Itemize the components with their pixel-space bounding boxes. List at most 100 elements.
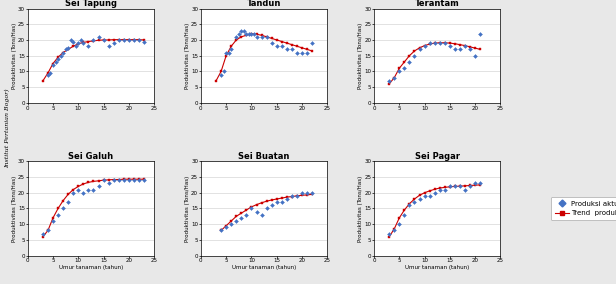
Point [415, 47, 424, 52]
Point [94, 35, 103, 39]
Y-axis label: Produktivitas (Tons/Has): Produktivitas (Tons/Has) [185, 22, 190, 89]
Title: Sei Tapung: Sei Tapung [65, 0, 117, 8]
Point [99, 38, 108, 42]
Point [394, 69, 404, 74]
Point [139, 39, 149, 44]
Point [297, 50, 307, 55]
Point [63, 200, 73, 204]
Point [450, 47, 460, 52]
Point [251, 209, 261, 214]
Point [221, 225, 231, 229]
Point [272, 44, 282, 49]
Point [241, 32, 251, 36]
Point [226, 47, 236, 52]
Title: Sei Galuh: Sei Galuh [68, 152, 113, 160]
Point [389, 76, 399, 80]
Point [445, 44, 455, 49]
Point [287, 194, 297, 198]
Point [460, 44, 470, 49]
Point [267, 203, 277, 208]
Point [58, 206, 68, 211]
Point [244, 32, 254, 36]
Point [134, 178, 144, 182]
Point [384, 231, 394, 236]
Point [241, 212, 251, 217]
Point [430, 41, 440, 45]
Point [71, 44, 81, 49]
Text: Institut Pertanian Bogor): Institut Pertanian Bogor) [5, 88, 10, 168]
Point [470, 53, 480, 58]
Point [384, 79, 394, 83]
Point [282, 197, 292, 201]
Point [48, 219, 58, 223]
Y-axis label: Produktivitas (Tons/Has): Produktivitas (Tons/Has) [358, 22, 363, 89]
Point [61, 47, 71, 52]
Point [124, 178, 134, 182]
Point [307, 41, 317, 45]
Point [405, 203, 415, 208]
Point [257, 35, 267, 39]
Point [435, 41, 445, 45]
Point [297, 191, 307, 195]
Point [219, 69, 229, 74]
Point [292, 50, 302, 55]
Point [399, 212, 409, 217]
Point [119, 38, 129, 42]
Point [455, 184, 465, 189]
Title: Sei Buatan: Sei Buatan [238, 152, 290, 160]
Point [262, 206, 272, 211]
Point [94, 184, 103, 189]
Point [435, 187, 445, 192]
Point [424, 194, 434, 198]
Point [78, 41, 88, 45]
Point [476, 181, 485, 185]
Point [455, 47, 465, 52]
Point [55, 53, 65, 58]
Legend: Produksi aktual, Trend  produksi: Produksi aktual, Trend produksi [551, 197, 616, 220]
Title: Tandun: Tandun [247, 0, 282, 8]
Point [410, 53, 419, 58]
Point [389, 228, 399, 233]
Point [73, 41, 83, 45]
Point [226, 222, 236, 226]
Point [251, 35, 261, 39]
Point [262, 35, 272, 39]
Point [232, 35, 241, 39]
Point [103, 181, 113, 185]
Point [272, 200, 282, 204]
Point [440, 41, 450, 45]
Point [440, 187, 450, 192]
Point [51, 60, 60, 64]
Point [216, 228, 226, 233]
Point [405, 60, 415, 64]
Point [246, 32, 256, 36]
Point [103, 44, 113, 49]
X-axis label: Umur tanaman (tahun): Umur tanaman (tahun) [405, 265, 469, 270]
Point [53, 212, 63, 217]
Point [109, 41, 119, 45]
Point [257, 212, 267, 217]
Point [124, 38, 134, 42]
Point [277, 44, 286, 49]
Point [38, 231, 48, 236]
Point [66, 38, 76, 42]
Point [282, 47, 292, 52]
Point [292, 194, 302, 198]
Point [399, 66, 409, 70]
Y-axis label: Produktivitas (Tons/Has): Produktivitas (Tons/Has) [358, 175, 363, 242]
Point [237, 28, 246, 33]
Point [68, 39, 78, 44]
Point [307, 191, 317, 195]
Point [394, 222, 404, 226]
Point [114, 38, 124, 42]
Point [237, 216, 246, 220]
Point [119, 178, 129, 182]
Point [465, 184, 475, 189]
Point [48, 63, 58, 67]
Point [287, 47, 297, 52]
Point [129, 38, 139, 42]
Point [415, 197, 424, 201]
Point [246, 206, 256, 211]
Point [232, 219, 241, 223]
Point [109, 178, 119, 182]
